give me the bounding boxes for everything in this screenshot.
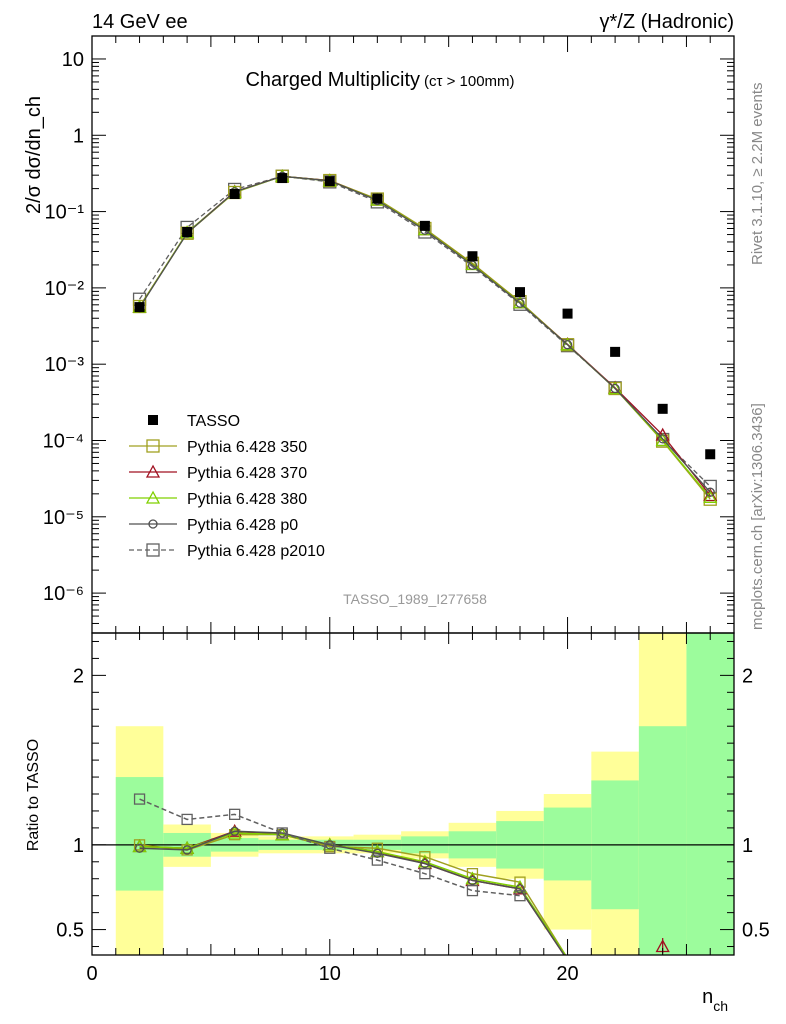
ratio-ytick-label-right-2: 2 [742,665,753,687]
ratio-series-3-point-7 [467,875,478,886]
ratio-series-3-point-2 [230,826,240,836]
tasso-point-5 [372,193,383,204]
legend-label-2: Pythia 6.428 370 [187,465,307,482]
ratio-series-3-point-0 [134,843,145,853]
ratio-ytick-label-2: 2 [73,665,84,687]
ratio-series-4-point-6 [419,868,431,880]
main-ytick-label-0: 10 [62,49,84,71]
ratio-ytick-label-right-0: 0.5 [742,920,770,942]
tasso-point-6 [419,220,430,231]
main-series-4-point-7 [467,260,478,270]
rivet-label: Rivet 3.1.10, ≥ 2.2M events [749,83,766,266]
main-ytick-label-4: 10⁻³ [45,354,85,376]
ratio-series-4-point-1 [181,813,193,826]
legend-marker-2 [145,464,161,478]
ratio-ytick-label-1: 1 [73,835,84,857]
ratio-series-4-point-8 [514,890,526,902]
legend-label-0: TASSO [187,413,240,430]
header-left: 14 GeV ee [92,11,188,33]
main-series-4-point-8 [515,298,525,308]
ratio-ytick-label-0: 0.5 [56,920,84,942]
xtick-label-2: 20 [556,963,578,985]
legend-marker-4 [148,519,158,529]
band-stat-9 [543,807,592,881]
tasso-point-4 [324,176,335,187]
main-ytick-label-1: 1 [73,125,84,147]
ratio-series-line-4-9 [139,798,521,897]
ratio-series-4-point-5 [371,854,383,866]
ratio-series-3-point-3 [277,828,287,838]
ratio-series-line-0-10 [139,833,567,955]
tasso-point-3 [277,173,288,184]
ratio-series-4-point-3 [276,827,288,839]
tasso-point-2 [229,188,240,199]
x-axis-label: nch [702,986,728,1014]
band-stat-0 [115,777,164,891]
main-series-4-point-10 [610,383,620,394]
ratio-ytick-label-right-1: 1 [742,835,753,857]
band-stat-11 [638,726,687,955]
ratio-series-group [132,793,670,955]
tasso-point-11 [657,403,668,414]
xtick-label-1: 10 [319,963,341,985]
main-title: Charged Multiplicity [245,69,420,91]
main-series-4-point-11 [658,434,668,444]
axes-group: 10 1 10⁻¹ 10⁻² 10⁻³ 10⁻⁴ 10⁻⁵ 10⁻⁶ 0 10 20 0.5 0.5 1 1… [43,35,770,985]
header-right: γ*/Z (Hadronic) [600,11,734,33]
legend-marker-1 [146,439,160,453]
main-ytick-label-6: 10⁻⁵ [43,507,84,529]
ratio-series-3-point-1 [182,845,192,855]
ratio-series-4-point-2 [229,808,241,820]
main-subtitle: (cτ > 100mm) [424,73,515,90]
tasso-point-7 [467,251,478,262]
main-y-label-text: 2/σ dσ/dn_ch [23,96,45,214]
ratio-y-axis-label: Ratio to TASSO [25,739,42,851]
legend-marker-3 [145,490,161,504]
main-series-3-point-11 [655,433,670,447]
tasso-point-12 [705,449,716,460]
main-series-4-point-12 [705,487,715,497]
tasso-point-10 [610,346,621,357]
legend-label-5: Pythia 6.428 p2010 [187,543,325,560]
legend-label-3: Pythia 6.428 380 [187,491,307,508]
ratio-series-3-point-6 [420,858,430,869]
legend-marker-5 [146,543,160,557]
main-series-3-point-10 [608,381,623,395]
tasso-point-1 [182,226,193,237]
ratio-series-3-point-8 [515,884,525,894]
main-series-3-point-12 [703,489,718,503]
xtick-label-0: 0 [86,963,97,985]
ratio-series-4-point-7 [466,884,479,897]
ratio-series-4-point-0 [133,793,146,805]
legend: TASSO Pythia 6.428 350 Pythia 6.428 370 Pyt… [129,413,325,560]
main-series-3-point-9 [560,337,575,351]
tasso-point-9 [562,308,573,319]
analysis-watermark: TASSO_1989_I277658 [343,591,487,607]
ratio-series-3-point-5 [372,848,382,858]
legend-marker-0 [148,415,158,425]
main-ytick-label-2: 10⁻¹ [45,202,85,224]
ratio-series-line-3-10 [139,830,566,955]
tasso-point-0 [134,302,145,313]
main-ytick-label-5: 10⁻⁴ [43,430,84,452]
ratio-uncertainty-bands [92,633,734,955]
legend-label-1: Pythia 6.428 350 [187,439,307,456]
main-ytick-label-7: 10⁻⁶ [43,583,84,605]
tasso-point-8 [515,287,525,298]
mcplots-label: mcplots.cern.ch [arXiv:1306.3436] [749,403,766,630]
legend-label-4: Pythia 6.428 p0 [187,517,298,534]
svg-text:2/σ dσ/dn_ch: 2/σ dσ/dn_ch [23,96,45,214]
main-series-4-point-9 [562,340,573,350]
main-series-group [132,168,718,506]
band-stat-12 [686,633,734,955]
main-ytick-label-3: 10⁻² [45,278,85,300]
main-y-axis-label: 2/σ dσ/dn_ch [23,96,45,214]
ratio-series-4-point-4 [324,842,336,854]
